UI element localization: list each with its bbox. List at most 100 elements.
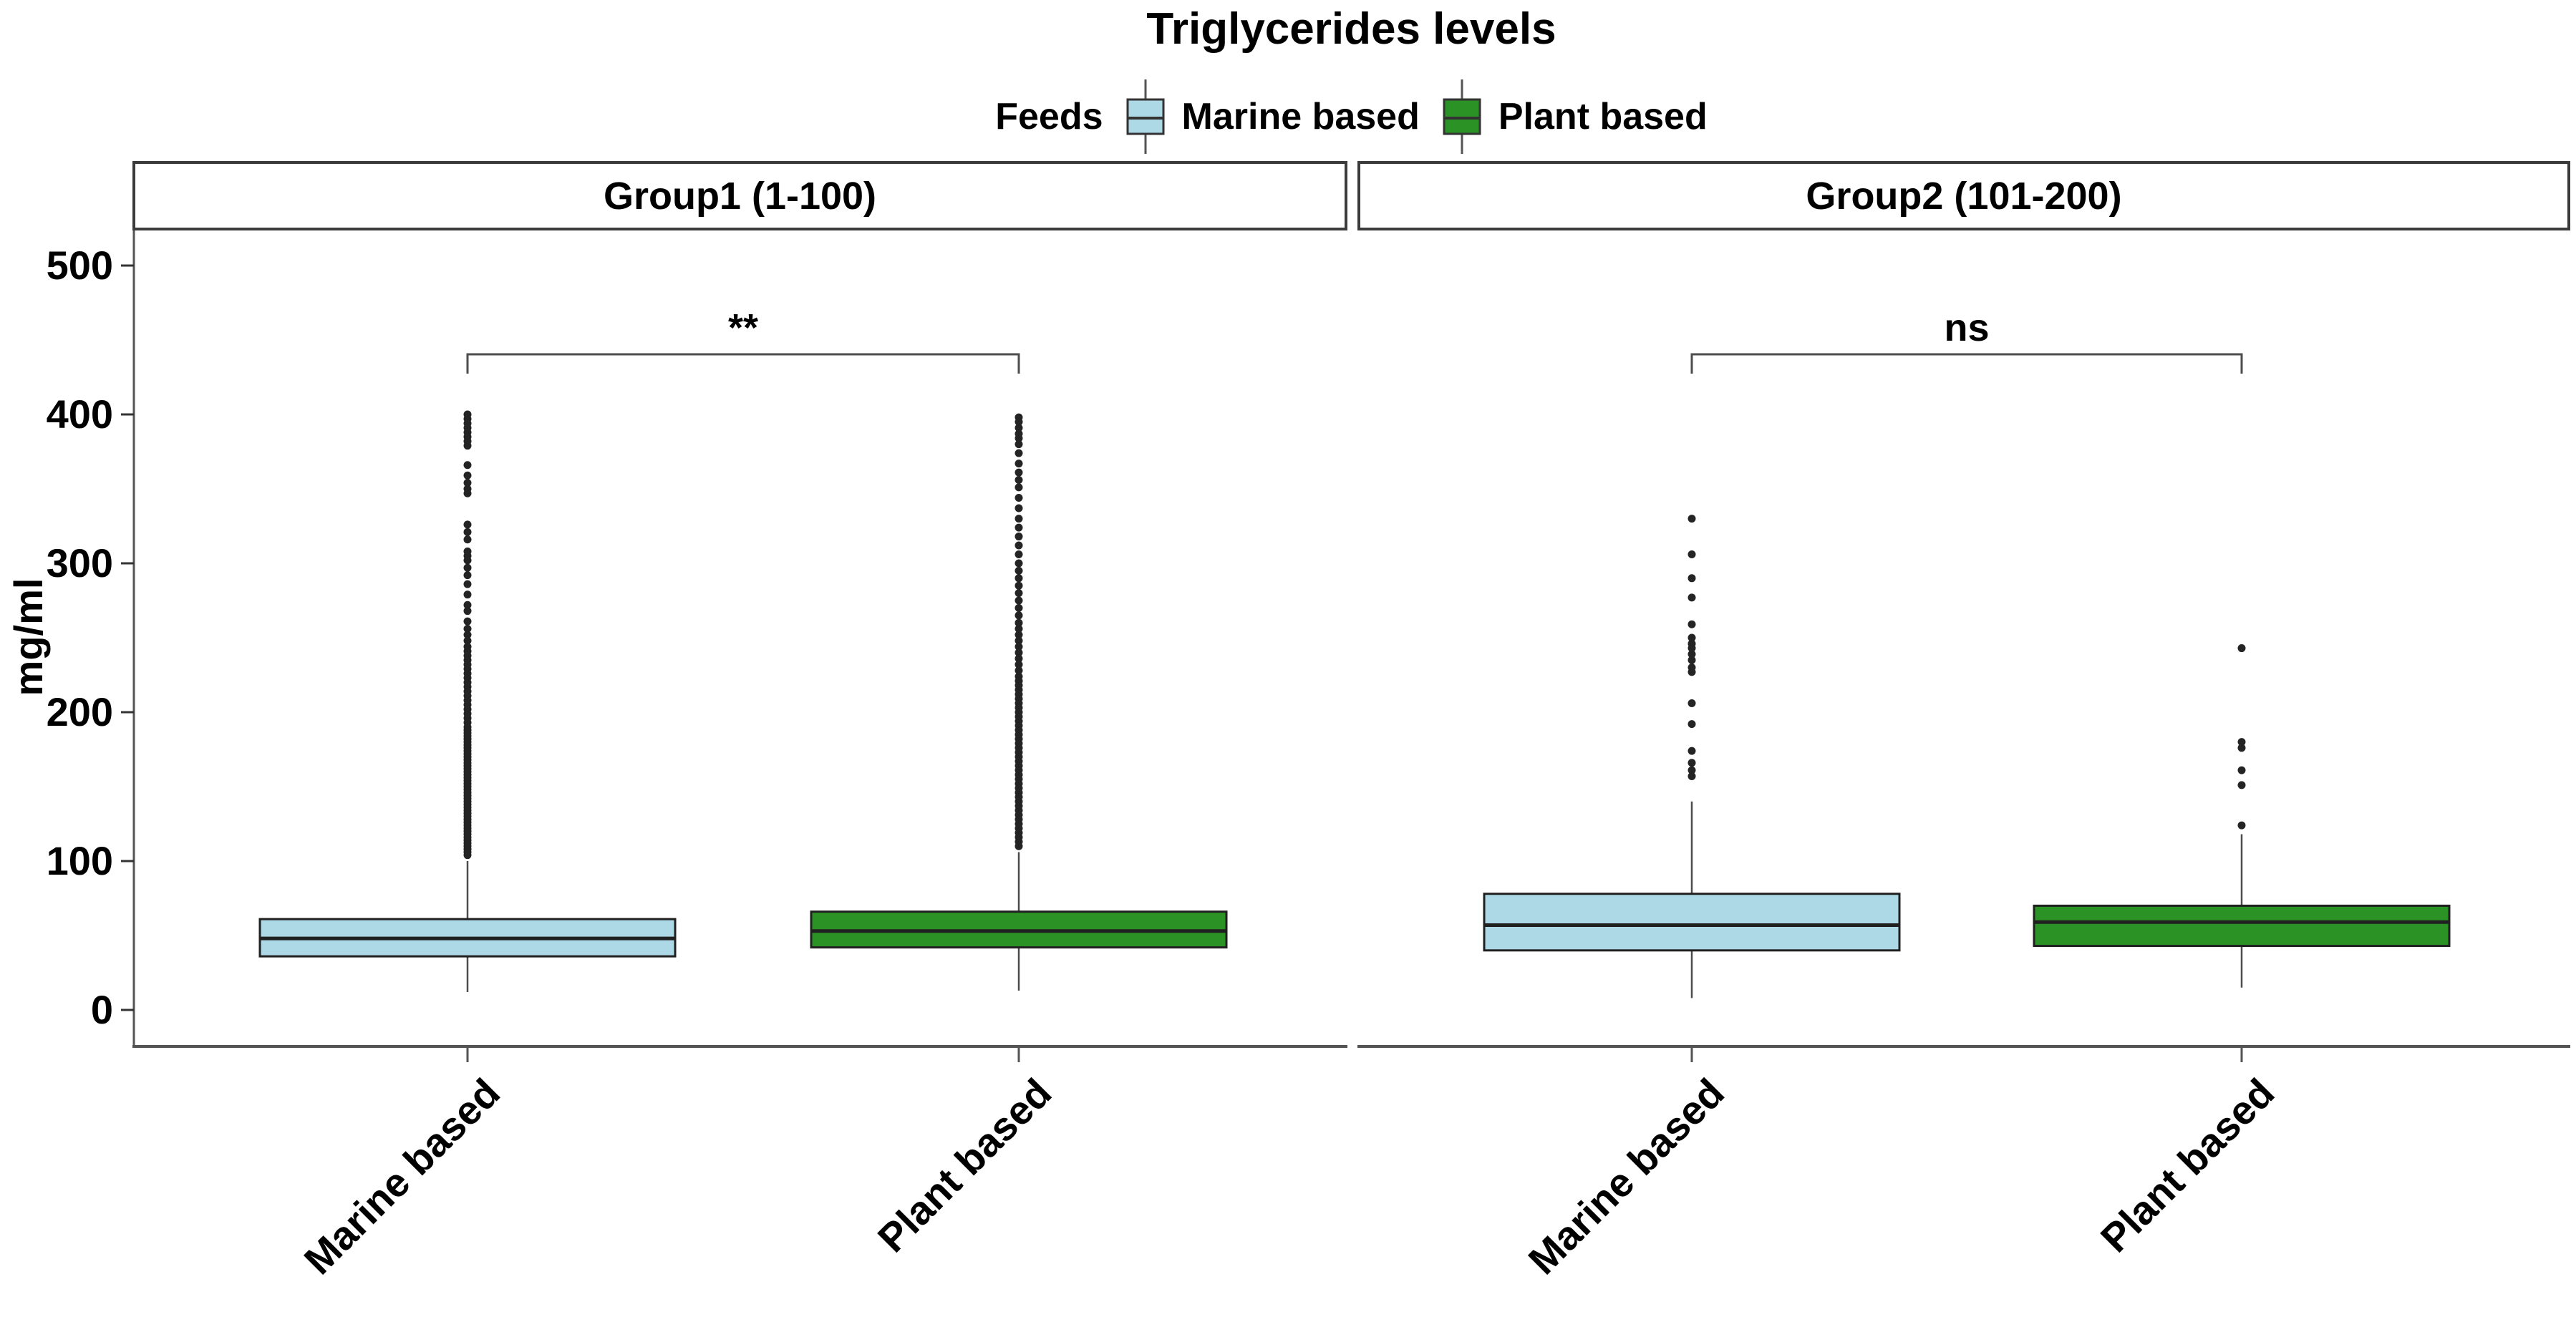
significance-label: ns xyxy=(1944,306,1990,349)
outlier-point xyxy=(1688,620,1696,628)
outlier-point xyxy=(463,479,472,487)
y-tick-label: 0 xyxy=(90,987,113,1032)
outlier-point xyxy=(1688,656,1696,664)
outlier-point xyxy=(1015,550,1023,559)
y-tick-label: 400 xyxy=(46,392,113,437)
outlier-point xyxy=(2237,744,2246,752)
outlier-point xyxy=(1015,574,1023,583)
outlier-point xyxy=(463,625,472,633)
outlier-point xyxy=(1688,668,1696,676)
outlier-point xyxy=(1015,533,1023,541)
outlier-point xyxy=(463,563,472,572)
legend-entry-marine: Marine based xyxy=(1125,77,1420,157)
outlier-point xyxy=(2237,766,2246,774)
box-iqr xyxy=(1483,893,1901,952)
facet-strip-label: Group2 (101-200) xyxy=(1806,174,2122,218)
outlier-point xyxy=(1015,434,1023,442)
outlier-point xyxy=(1688,766,1696,774)
outlier-point xyxy=(1015,581,1023,590)
outlier-point xyxy=(1015,440,1023,449)
outlier-point xyxy=(1015,589,1023,598)
outlier-point xyxy=(463,528,472,536)
outlier-point xyxy=(1015,642,1023,651)
outlier-point xyxy=(2237,781,2246,789)
outlier-point xyxy=(1688,747,1696,755)
outlier-point xyxy=(1015,660,1023,669)
outlier-point xyxy=(1015,493,1023,502)
outlier-point xyxy=(463,851,472,860)
outlier-point xyxy=(2237,738,2246,747)
outlier-point xyxy=(463,617,472,626)
outlier-point xyxy=(463,591,472,599)
outlier-point xyxy=(1015,636,1023,645)
outlier-point xyxy=(1015,424,1023,432)
outlier-point xyxy=(1688,633,1696,642)
outlier-point xyxy=(463,580,472,588)
outlier-point xyxy=(1015,476,1023,485)
outlier-point xyxy=(1015,483,1023,492)
outlier-point xyxy=(1688,720,1696,729)
outlier-point xyxy=(463,571,472,580)
outlier-point xyxy=(1688,644,1696,653)
facet-strip-label: Group1 (1-100) xyxy=(603,174,877,218)
y-tick-label: 100 xyxy=(46,838,113,883)
outlier-point xyxy=(1015,611,1023,620)
outlier-point xyxy=(1015,603,1023,612)
outlier-point xyxy=(463,535,472,544)
plant-boxplot-key-icon xyxy=(1443,79,1481,154)
outlier-point xyxy=(1015,417,1023,426)
outlier-point xyxy=(1015,625,1023,633)
outlier-point xyxy=(463,520,472,529)
box-iqr xyxy=(2033,904,2451,948)
outlier-point xyxy=(1015,504,1023,512)
outlier-point xyxy=(2237,821,2246,830)
outlier-point xyxy=(1015,596,1023,605)
outlier-point xyxy=(1015,523,1023,532)
outlier-point xyxy=(1688,550,1696,559)
outlier-point xyxy=(1688,759,1696,767)
outlier-point xyxy=(1015,648,1023,657)
outlier-point xyxy=(463,442,472,450)
legend-entry-plant: Plant based xyxy=(1441,77,1708,157)
outlier-point xyxy=(1015,842,1023,850)
outlier-point xyxy=(1688,650,1696,658)
outlier-point xyxy=(463,461,472,470)
outlier-point xyxy=(1015,618,1023,627)
outlier-point xyxy=(1015,559,1023,568)
outlier-point xyxy=(1688,699,1696,708)
outlier-point xyxy=(463,489,472,497)
outlier-point xyxy=(1688,772,1696,780)
outlier-point xyxy=(1688,515,1696,523)
chart-title: Triglycerides levels xyxy=(1146,4,1556,54)
outlier-point xyxy=(463,471,472,480)
outlier-point xyxy=(1015,460,1023,468)
legend-entry-label: Marine based xyxy=(1181,96,1420,137)
outlier-point xyxy=(1015,468,1023,477)
outlier-point xyxy=(463,631,472,639)
outlier-point xyxy=(463,636,472,645)
outlier-point xyxy=(1015,541,1023,550)
outlier-point xyxy=(1015,449,1023,457)
y-tick-label: 300 xyxy=(46,540,113,585)
legend: Feeds Marine based Plant based xyxy=(132,77,2570,156)
outlier-point xyxy=(1688,574,1696,583)
outlier-point xyxy=(1015,654,1023,663)
legend-title: Feeds xyxy=(995,96,1103,137)
outlier-point xyxy=(1015,566,1023,575)
marine-boxplot-key-icon xyxy=(1126,79,1165,154)
significance-label: ** xyxy=(727,306,759,349)
outlier-point xyxy=(1015,515,1023,523)
significance-bracket xyxy=(466,353,1020,374)
outlier-point xyxy=(463,556,472,565)
outlier-point xyxy=(1015,666,1023,675)
y-tick-label: 500 xyxy=(46,243,113,288)
outlier-point xyxy=(2237,644,2246,653)
facet-strip-group2: Group2 (101-200) xyxy=(1357,161,2570,230)
legend-entry-label: Plant based xyxy=(1498,96,1708,137)
y-tick-label: 200 xyxy=(46,689,113,734)
outlier-point xyxy=(1688,593,1696,602)
outlier-point xyxy=(1015,631,1023,639)
outlier-point xyxy=(463,601,472,609)
significance-bracket xyxy=(1690,353,2243,374)
